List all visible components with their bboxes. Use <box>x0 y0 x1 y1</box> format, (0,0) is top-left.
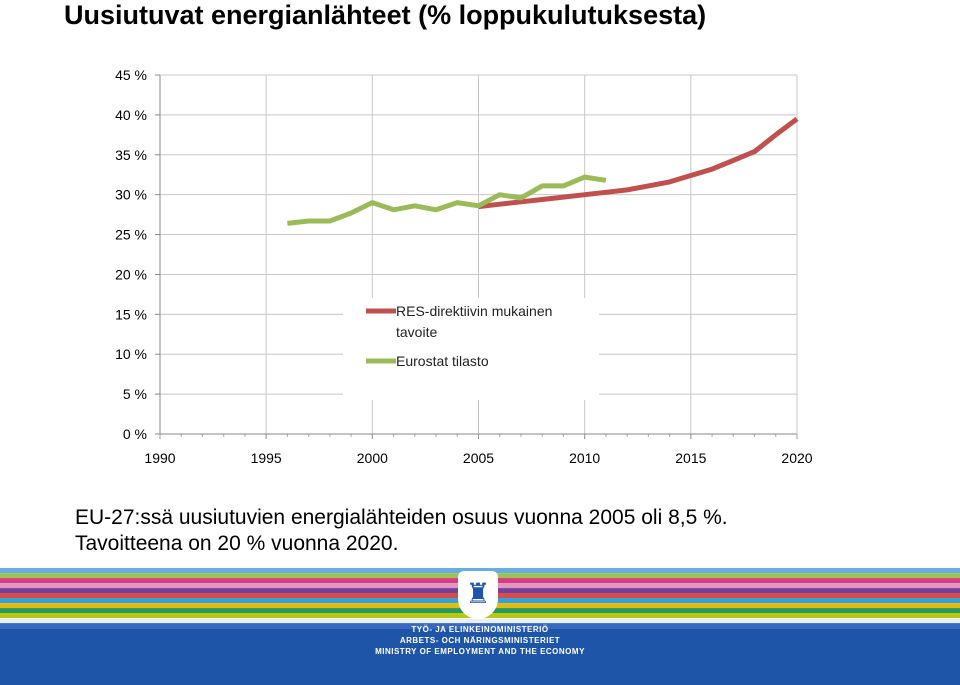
legend-label-res-line2: tavoite <box>396 324 437 340</box>
x-tick-label: 2000 <box>357 450 388 466</box>
x-tick-label: 2015 <box>675 450 706 466</box>
x-tick-label: 1995 <box>251 450 282 466</box>
legend-background <box>343 298 599 400</box>
line-chart: 0 % 5 % 10 % 15 % 20 % 25 % 30 % 35 % 40 % 45 % 1… <box>115 67 813 466</box>
caption-line-2: Tavoitteena on 20 % vuonna 2020. <box>75 532 399 555</box>
y-tick-label: 40 % <box>115 107 147 123</box>
y-tick-label: 30 % <box>115 187 147 203</box>
chart-series <box>287 116 799 226</box>
ministry-name-en: MINISTRY OF EMPLOYMENT AND THE ECONOMY <box>375 647 585 656</box>
y-tick-label: 20 % <box>115 266 147 282</box>
y-tick-label: 45 % <box>115 67 147 83</box>
y-tick-label: 5 % <box>123 386 147 402</box>
y-tick-label: 25 % <box>115 227 147 243</box>
y-tick-label: 10 % <box>115 346 147 362</box>
x-tick-label: 2010 <box>569 450 600 466</box>
legend-label-eurostat: Eurostat tilasto <box>396 353 489 369</box>
decorative-stripe <box>0 618 960 624</box>
decorative-stripe <box>0 623 960 629</box>
y-tick-label: 0 % <box>123 426 147 442</box>
lion-crest-icon: ♜ <box>458 571 498 619</box>
y-axis-ticks: 0 % 5 % 10 % 15 % 20 % 25 % 30 % 35 % 40 % 45 % <box>115 67 147 442</box>
ministry-footer: ♜ TYÖ- JA ELINKEINOMINISTERIÖ ARBETS- OC… <box>0 568 960 685</box>
legend-label-res-line1: RES-direktiivin mukainen <box>396 303 552 319</box>
page-title: Uusiutuvat energianlähteet (% loppukulut… <box>64 0 707 30</box>
ministry-name-sv: ARBETS- OCH NÄRINGSMINISTERIET <box>399 636 561 645</box>
series-line-eurostat <box>287 174 607 226</box>
y-tick-label: 35 % <box>115 147 147 163</box>
chart-axes <box>155 74 798 439</box>
x-axis-ticks: 1990 1995 2000 2005 2010 2015 2020 <box>144 450 812 466</box>
chart-caption: EU-27:ssä uusiutuvien energialähteiden o… <box>75 505 728 557</box>
x-tick-label: 1990 <box>144 450 175 466</box>
series-line-res-target <box>478 116 799 210</box>
caption-line-1: EU-27:ssä uusiutuvien energialähteiden o… <box>75 506 728 529</box>
x-tick-label: 2005 <box>463 450 494 466</box>
x-tick-label: 2020 <box>781 450 812 466</box>
ministry-name-fi: TYÖ- JA ELINKEINOMINISTERIÖ <box>411 625 549 634</box>
chart-legend: RES-direktiivin mukainen tavoite Eurosta… <box>366 303 552 369</box>
y-tick-label: 15 % <box>115 306 147 322</box>
